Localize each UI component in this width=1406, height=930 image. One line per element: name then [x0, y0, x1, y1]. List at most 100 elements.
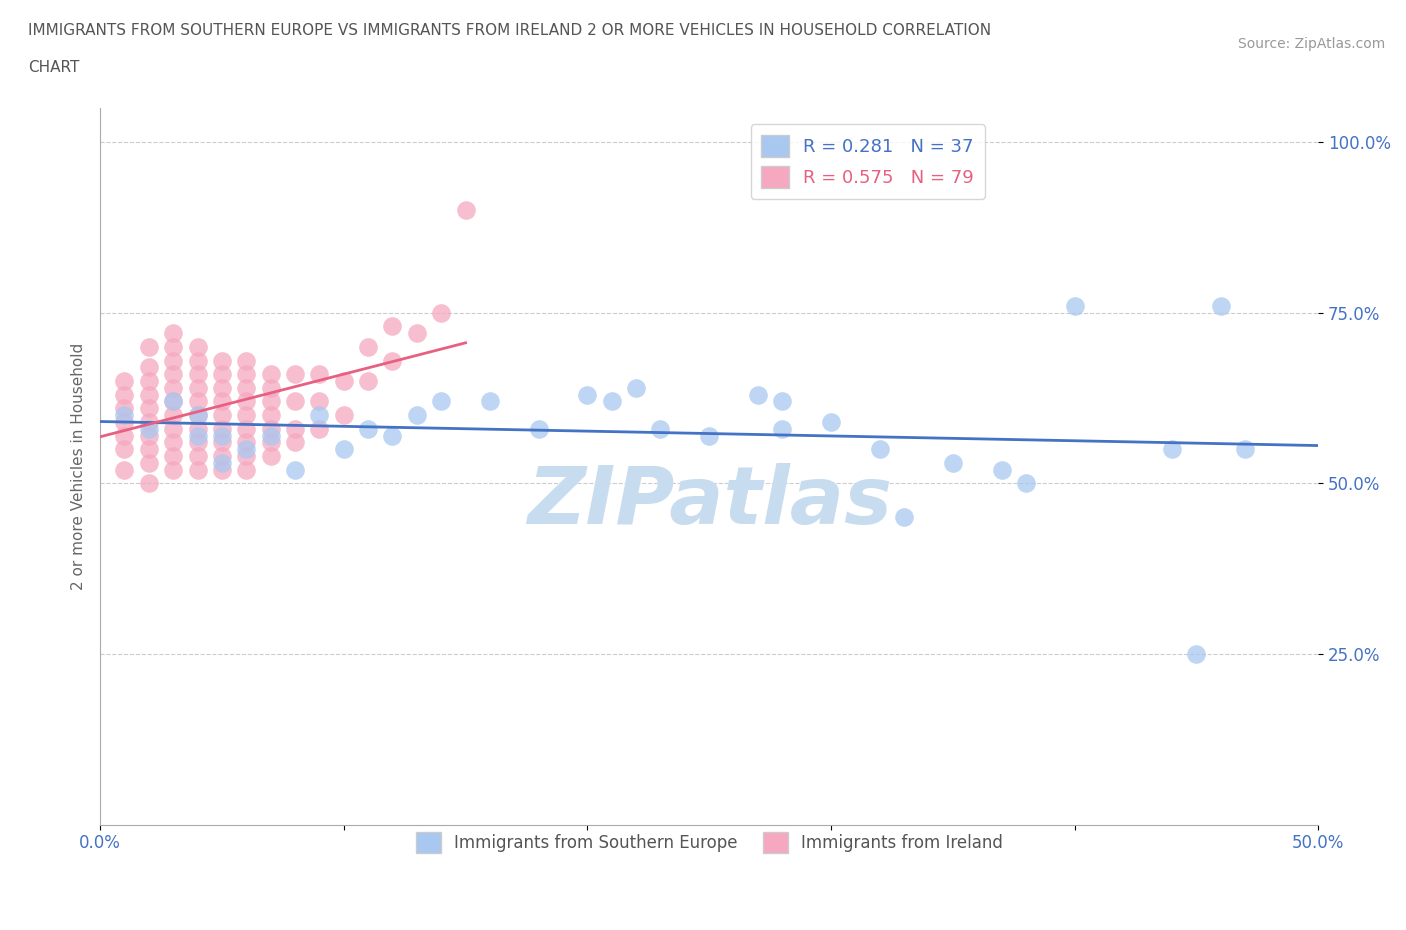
Point: [162, 366, 184, 381]
Point: [187, 435, 209, 450]
Point: [357, 339, 380, 354]
Point: [187, 407, 209, 422]
Point: [138, 456, 160, 471]
Point: [1161, 442, 1184, 457]
Point: [138, 374, 160, 389]
Point: [260, 394, 283, 409]
Point: [211, 407, 233, 422]
Point: [454, 203, 477, 218]
Text: IMMIGRANTS FROM SOUTHERN EUROPE VS IMMIGRANTS FROM IRELAND 2 OR MORE VEHICLES IN: IMMIGRANTS FROM SOUTHERN EUROPE VS IMMIG…: [28, 23, 991, 38]
Point: [235, 421, 257, 436]
Point: [308, 421, 330, 436]
Point: [332, 407, 354, 422]
Point: [187, 428, 209, 443]
Point: [820, 415, 842, 430]
Point: [114, 415, 136, 430]
Point: [162, 339, 184, 354]
Point: [260, 428, 283, 443]
Point: [211, 428, 233, 443]
Point: [211, 353, 233, 368]
Point: [600, 394, 623, 409]
Point: [284, 366, 307, 381]
Point: [187, 448, 209, 463]
Point: [162, 462, 184, 477]
Point: [211, 448, 233, 463]
Point: [381, 428, 404, 443]
Y-axis label: 2 or more Vehicles in Household: 2 or more Vehicles in Household: [72, 342, 86, 590]
Point: [1209, 299, 1232, 313]
Point: [624, 380, 647, 395]
Point: [869, 442, 891, 457]
Point: [478, 394, 501, 409]
Point: [162, 421, 184, 436]
Text: CHART: CHART: [28, 60, 80, 75]
Point: [138, 442, 160, 457]
Legend: Immigrants from Southern Europe, Immigrants from Ireland: Immigrants from Southern Europe, Immigra…: [409, 826, 1010, 859]
Point: [114, 387, 136, 402]
Point: [187, 380, 209, 395]
Point: [430, 305, 453, 320]
Point: [430, 394, 453, 409]
Point: [235, 353, 257, 368]
Point: [260, 407, 283, 422]
Point: [114, 462, 136, 477]
Point: [235, 435, 257, 450]
Point: [260, 435, 283, 450]
Point: [138, 339, 160, 354]
Point: [211, 421, 233, 436]
Point: [162, 394, 184, 409]
Point: [114, 428, 136, 443]
Point: [138, 421, 160, 436]
Point: [357, 374, 380, 389]
Point: [1234, 442, 1257, 457]
Point: [235, 448, 257, 463]
Point: [260, 421, 283, 436]
Point: [187, 339, 209, 354]
Point: [211, 366, 233, 381]
Text: ZIPatlas: ZIPatlas: [527, 463, 891, 541]
Point: [405, 326, 427, 340]
Point: [187, 421, 209, 436]
Point: [260, 380, 283, 395]
Point: [942, 456, 965, 471]
Point: [235, 462, 257, 477]
Point: [308, 407, 330, 422]
Point: [260, 366, 283, 381]
Text: Source: ZipAtlas.com: Source: ZipAtlas.com: [1237, 37, 1385, 51]
Point: [650, 421, 672, 436]
Point: [138, 415, 160, 430]
Point: [527, 421, 550, 436]
Point: [893, 510, 915, 525]
Point: [114, 401, 136, 416]
Point: [308, 394, 330, 409]
Point: [162, 394, 184, 409]
Point: [284, 421, 307, 436]
Point: [357, 421, 380, 436]
Point: [770, 421, 793, 436]
Point: [332, 374, 354, 389]
Point: [162, 435, 184, 450]
Point: [138, 387, 160, 402]
Point: [381, 319, 404, 334]
Point: [138, 401, 160, 416]
Point: [211, 456, 233, 471]
Point: [576, 387, 599, 402]
Point: [162, 326, 184, 340]
Point: [697, 428, 720, 443]
Point: [138, 476, 160, 491]
Point: [1063, 299, 1085, 313]
Point: [187, 353, 209, 368]
Point: [405, 407, 427, 422]
Point: [332, 442, 354, 457]
Point: [211, 394, 233, 409]
Point: [260, 448, 283, 463]
Point: [162, 407, 184, 422]
Point: [211, 462, 233, 477]
Point: [1015, 476, 1038, 491]
Point: [187, 407, 209, 422]
Point: [235, 407, 257, 422]
Point: [187, 462, 209, 477]
Point: [138, 360, 160, 375]
Point: [235, 380, 257, 395]
Point: [381, 353, 404, 368]
